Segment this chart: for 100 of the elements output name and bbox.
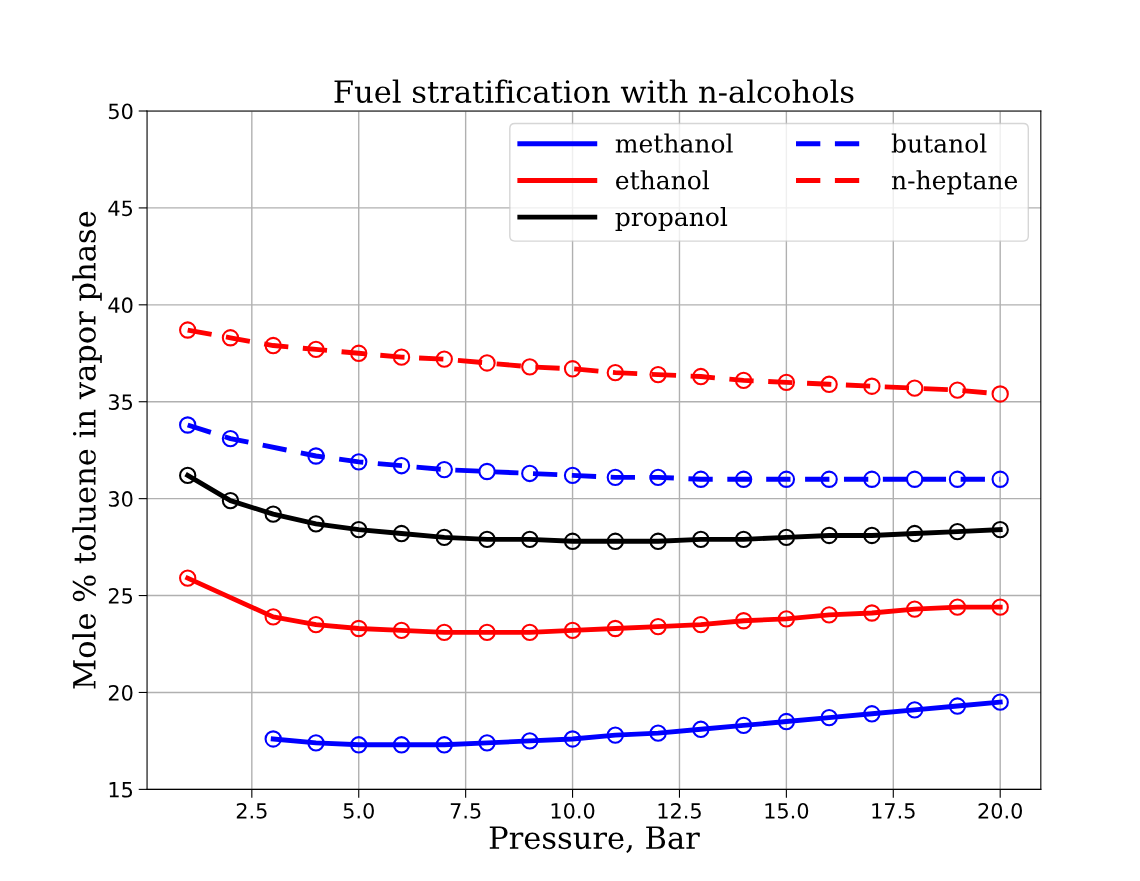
point <box>777 712 796 731</box>
point <box>777 373 796 392</box>
point <box>948 697 967 715</box>
point <box>734 530 753 549</box>
point <box>905 470 924 488</box>
point <box>435 623 453 642</box>
x-tick-label: 17.5 <box>872 803 915 819</box>
point <box>350 344 368 362</box>
point <box>563 466 582 485</box>
point <box>777 610 796 628</box>
point <box>948 470 967 488</box>
point <box>948 522 967 541</box>
point <box>392 457 411 475</box>
point <box>478 530 496 549</box>
point <box>521 464 539 483</box>
point <box>820 375 838 393</box>
legend-label: butanol <box>891 133 987 153</box>
point <box>649 468 667 487</box>
point <box>820 526 838 545</box>
point <box>179 416 197 434</box>
y-axis-title: Mole % toluene in vapor phase <box>72 211 102 689</box>
point <box>521 530 539 549</box>
y-tick-label: 40 <box>108 297 133 314</box>
point <box>264 505 282 523</box>
point <box>692 720 710 738</box>
point <box>991 598 1009 616</box>
point <box>221 329 240 347</box>
point <box>350 520 368 539</box>
point <box>563 730 582 748</box>
point <box>392 736 411 754</box>
point <box>179 466 197 485</box>
point <box>606 726 624 744</box>
y-tick-label: 35 <box>108 394 133 410</box>
point <box>649 617 667 636</box>
point <box>521 358 539 376</box>
y-tick-label: 15 <box>109 782 133 798</box>
point <box>392 348 411 366</box>
point <box>820 606 838 624</box>
point <box>734 371 753 390</box>
point <box>991 470 1009 488</box>
point <box>435 350 453 368</box>
point <box>606 468 624 487</box>
point <box>307 447 325 465</box>
point <box>221 491 240 510</box>
point <box>307 615 325 634</box>
point <box>563 532 582 550</box>
y-tick-label: 30 <box>108 491 133 507</box>
point <box>435 460 453 479</box>
point <box>264 730 282 748</box>
x-tick-label: 12.5 <box>658 802 701 819</box>
point <box>350 736 368 754</box>
point <box>991 520 1009 539</box>
point <box>905 379 924 397</box>
y-tick-label: 50 <box>108 103 133 120</box>
point <box>734 612 753 630</box>
point <box>692 530 710 549</box>
point <box>221 429 240 448</box>
point <box>905 524 924 543</box>
point <box>307 515 325 533</box>
point <box>777 528 796 547</box>
point <box>692 367 710 386</box>
point <box>649 365 667 384</box>
point <box>991 693 1009 711</box>
point <box>478 462 496 481</box>
x-axis-title: Pressure, Bar <box>489 826 700 853</box>
point <box>649 532 667 550</box>
point <box>264 608 282 626</box>
point <box>606 363 624 382</box>
point <box>649 724 667 742</box>
x-tick-label: 2.5 <box>236 802 267 819</box>
point <box>820 708 838 727</box>
point <box>521 623 539 642</box>
y-tick-label: 25 <box>108 588 133 604</box>
point <box>350 619 368 638</box>
point <box>478 734 496 752</box>
point <box>863 377 881 395</box>
point <box>948 381 967 399</box>
point <box>905 600 924 618</box>
point <box>734 716 753 735</box>
y-tick-label: 20 <box>108 684 133 701</box>
point <box>563 621 582 640</box>
point <box>734 470 753 488</box>
point <box>179 569 197 587</box>
x-tick-label: 20.0 <box>978 802 1022 819</box>
point <box>307 340 325 359</box>
point <box>179 321 197 339</box>
point <box>692 615 710 634</box>
point <box>692 470 710 488</box>
legend-label: methanol <box>615 133 733 153</box>
point <box>264 336 282 355</box>
point <box>606 532 624 550</box>
chart-title: Fuel stratification with n-alcohols <box>334 79 854 104</box>
point <box>991 385 1009 403</box>
point <box>478 623 496 642</box>
x-tick-label: 15.0 <box>765 802 809 819</box>
point <box>777 470 796 488</box>
point <box>435 736 453 754</box>
legend-label: propanol <box>615 206 728 232</box>
point <box>392 524 411 543</box>
x-tick-label: 7.5 <box>450 803 481 819</box>
